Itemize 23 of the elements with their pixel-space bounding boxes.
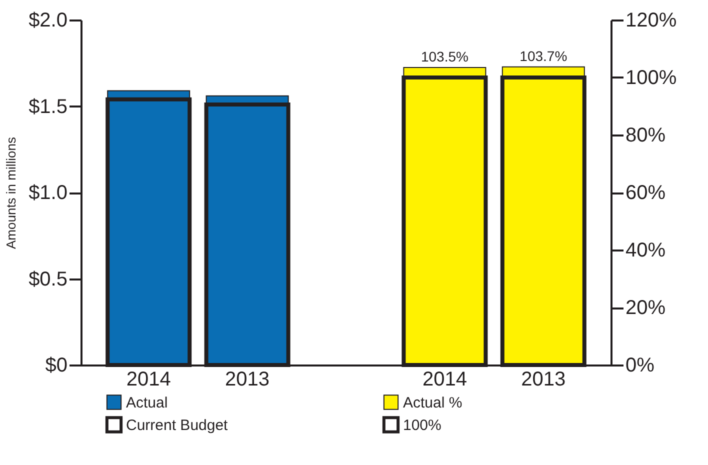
y2-tick-label: 0% (626, 354, 655, 376)
y-tick-label: $1.0 (28, 182, 68, 204)
legend-label: 100% (403, 416, 442, 434)
y2-tick-label: 100% (626, 67, 677, 89)
legend-label: Current Budget (126, 416, 229, 434)
x-tick-label: 2014 (126, 368, 171, 390)
y-axis-title: Amounts in millions (4, 136, 19, 249)
legend-label: Actual % (403, 394, 462, 412)
y-tick-label: $0.5 (28, 268, 68, 290)
y2-tick-label: 80% (626, 124, 666, 146)
y2-tick-label: 20% (626, 297, 666, 319)
x-tick-label: 2013 (225, 368, 270, 390)
x-tick-label: 2013 (521, 368, 566, 390)
y-tick-label: $0 (45, 354, 68, 376)
y2-tick-label: 40% (626, 240, 666, 262)
y2-tick-label: 120% (626, 10, 677, 32)
data-label: 103.7% (520, 48, 568, 64)
y-tick-label: $1.5 (28, 96, 68, 118)
y2-tick-label: 60% (626, 182, 666, 204)
legend-label: Actual (126, 394, 168, 412)
data-label: 103.5% (420, 48, 468, 64)
y-tick-label: $2.0 (28, 10, 68, 32)
x-tick-label: 2014 (422, 368, 467, 390)
